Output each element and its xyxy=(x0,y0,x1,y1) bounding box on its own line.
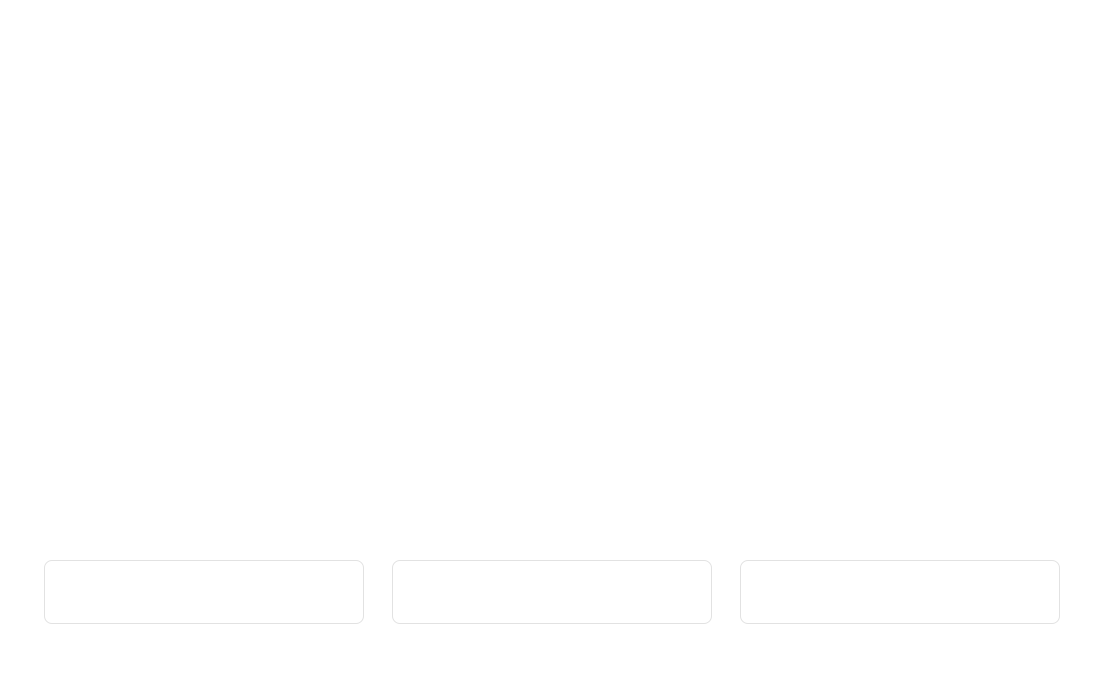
legend-card-max xyxy=(740,560,1060,624)
dot-icon xyxy=(544,583,553,592)
legend-title-min xyxy=(196,583,213,592)
legend-row xyxy=(0,560,1104,624)
legend-title-avg xyxy=(544,583,561,592)
dot-icon xyxy=(196,583,205,592)
dot-icon xyxy=(892,583,901,592)
cost-gauge xyxy=(0,0,1104,560)
gauge-svg xyxy=(0,0,1104,560)
legend-title-max xyxy=(892,583,909,592)
legend-card-avg xyxy=(392,560,712,624)
legend-card-min xyxy=(44,560,364,624)
